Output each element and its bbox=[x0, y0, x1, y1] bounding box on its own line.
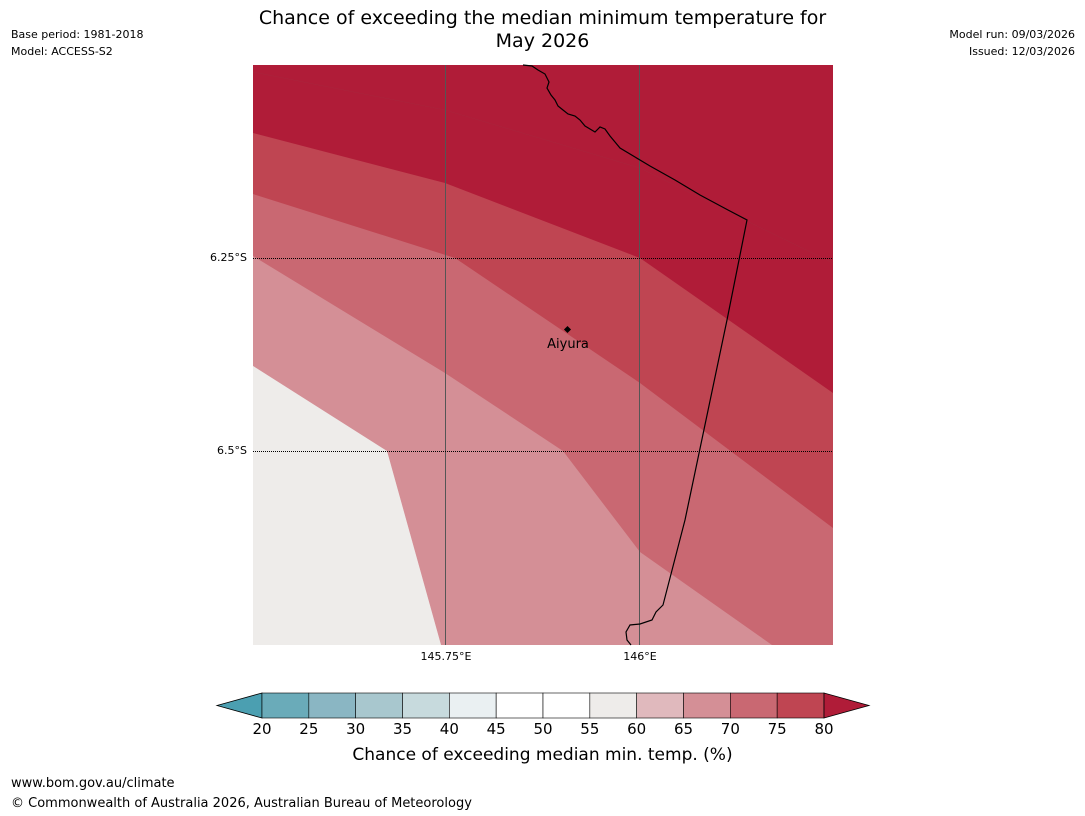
model-run: Model run: 09/03/2026 bbox=[949, 28, 1075, 41]
colorbar-segment bbox=[776, 692, 825, 719]
colorbar-tick-label: 35 bbox=[392, 720, 413, 738]
colorbar-tick-label: 75 bbox=[767, 720, 787, 738]
colorbar-segment bbox=[449, 692, 497, 719]
colorbar-over-arrow bbox=[823, 692, 871, 719]
colorbar-tick-label: 80 bbox=[814, 720, 834, 738]
base-period: Base period: 1981-2018 bbox=[11, 28, 144, 41]
lon-label-146e: 146°E bbox=[623, 650, 657, 663]
colorbar-segment bbox=[261, 692, 310, 719]
footer-url: www.bom.gov.au/climate bbox=[11, 776, 175, 791]
colorbar-segment bbox=[402, 692, 450, 719]
contour-band-55-60 bbox=[253, 366, 441, 645]
colorbar-tick-label: 45 bbox=[486, 720, 506, 738]
colorbar-segment bbox=[308, 692, 356, 719]
graticule bbox=[253, 65, 833, 645]
probability-map bbox=[252, 65, 834, 645]
colorbar-tick-label: 65 bbox=[673, 720, 694, 738]
colorbar bbox=[215, 692, 871, 719]
colorbar-segment bbox=[589, 692, 637, 719]
colorbar-tick-label: 40 bbox=[439, 720, 459, 738]
issued-date: Issued: 12/03/2026 bbox=[968, 45, 1075, 58]
colorbar-segment bbox=[636, 692, 684, 719]
colorbar-title: Chance of exceeding median min. temp. (%… bbox=[352, 745, 733, 765]
colorbar-segment bbox=[542, 692, 591, 719]
colorbar-under-arrow bbox=[215, 692, 263, 719]
colorbar-segment bbox=[495, 692, 544, 719]
title-line-1: Chance of exceeding the median minimum t… bbox=[258, 7, 827, 29]
colorbar-tick-label: 50 bbox=[533, 720, 553, 738]
colorbar-tick-label: 25 bbox=[299, 720, 319, 738]
colorbar-tick-label: 60 bbox=[627, 720, 647, 738]
metadata-left: Base period: 1981-2018 Model: ACCESS-S2 bbox=[11, 26, 143, 60]
colorbar-tick-label: 70 bbox=[720, 720, 740, 738]
metadata-right: Model run: 09/03/2026 Issued: 12/03/2026 bbox=[949, 26, 1075, 60]
colorbar-segment bbox=[683, 692, 731, 719]
colorbar-tick-label: 30 bbox=[346, 720, 366, 738]
border-line bbox=[522, 64, 748, 646]
colorbar-segment bbox=[730, 692, 778, 719]
aiyura-marker bbox=[563, 325, 572, 334]
model-name: Model: ACCESS-S2 bbox=[11, 45, 113, 58]
lat-label-6-25s: 6.25°S bbox=[210, 251, 247, 264]
map-title: Chance of exceeding the median minimum t… bbox=[200, 7, 885, 53]
title-line-2: May 2026 bbox=[495, 30, 590, 52]
colorbar-segment bbox=[355, 692, 403, 719]
place-label-aiyura: Aiyura bbox=[547, 337, 589, 352]
colorbar-tick-label: 55 bbox=[580, 720, 600, 738]
lat-label-6-5s: 6.5°S bbox=[217, 444, 247, 457]
lon-label-145-75e: 145.75°E bbox=[420, 650, 472, 663]
colorbar-tick-label: 20 bbox=[252, 720, 272, 738]
contour-band-80-plus bbox=[253, 65, 833, 263]
footer-copyright: © Commonwealth of Australia 2026, Austra… bbox=[11, 796, 472, 811]
